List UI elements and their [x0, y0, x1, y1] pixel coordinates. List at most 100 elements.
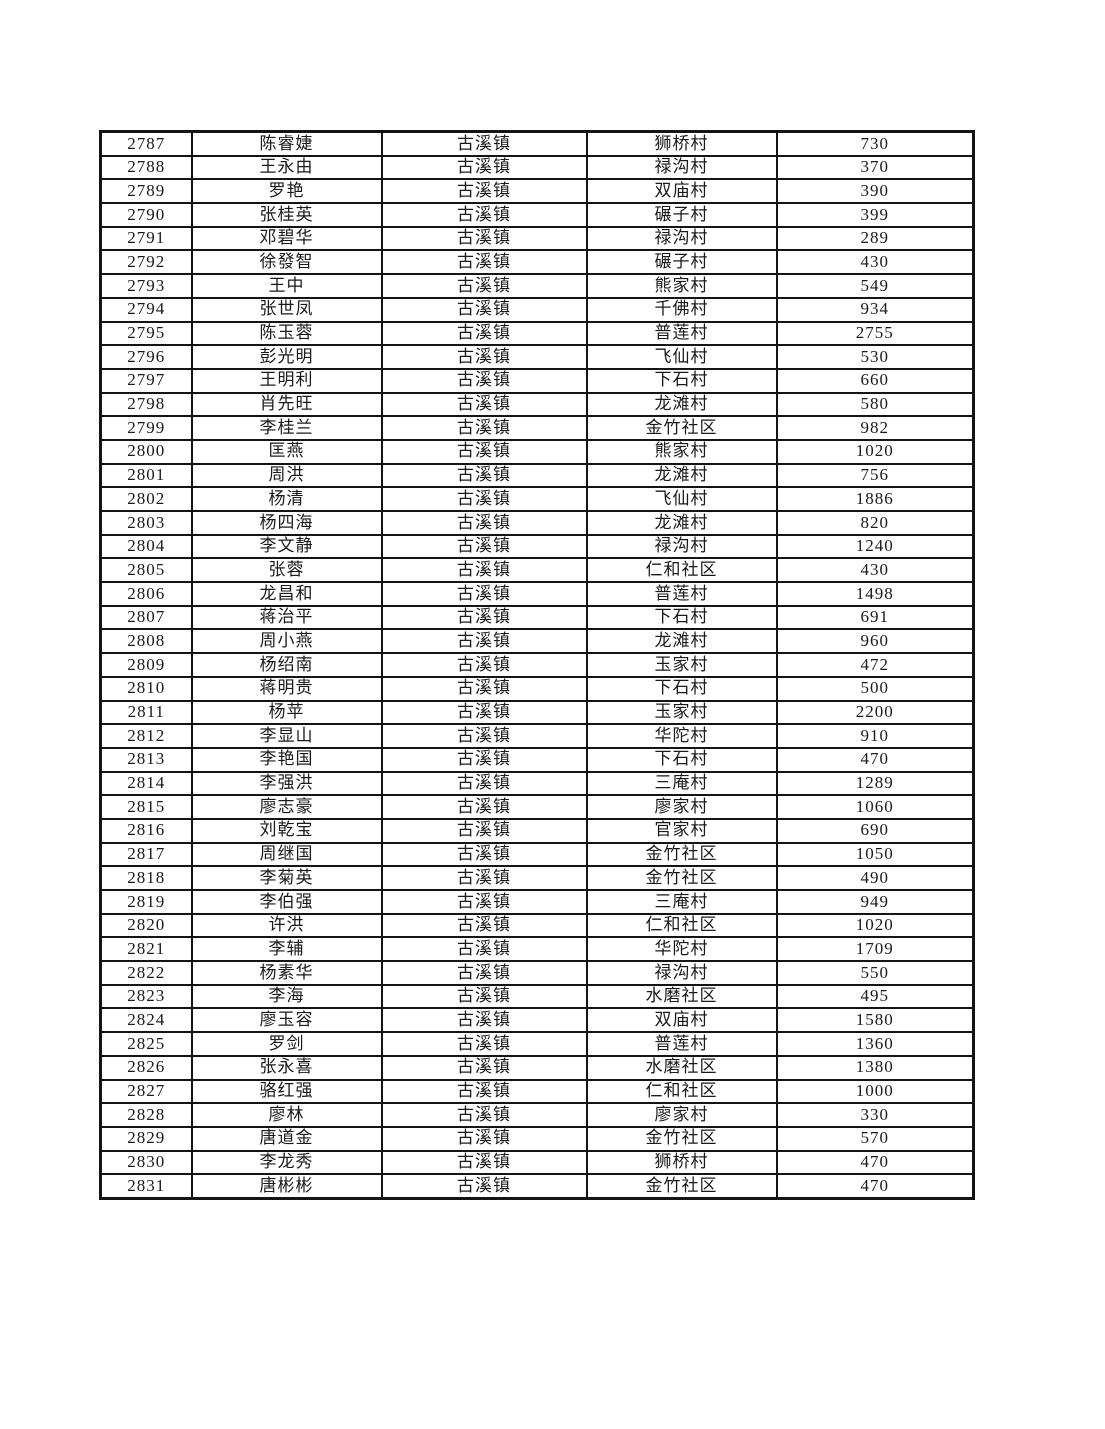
table-row: 2818 李菊英 古溪镇 金竹社区 490 — [99, 865, 975, 891]
table-row: 2814 李强洪 古溪镇 三庵村 1289 — [99, 770, 975, 797]
cell-town: 古溪镇 — [380, 581, 588, 607]
cell-name: 廖志豪 — [190, 794, 383, 820]
cell-village: 普莲村 — [585, 1031, 778, 1057]
beneficiary-table: 2787 陈睿婕 古溪镇 狮桥村 730 2788 王永由 古溪镇 禄沟村 370 2789 罗艳 古溪… — [99, 130, 975, 1200]
cell-name: 唐道金 — [190, 1125, 383, 1152]
cell-name: 杨素华 — [190, 960, 383, 986]
cell-town: 古溪镇 — [380, 225, 588, 252]
cell-town: 古溪镇 — [380, 628, 588, 655]
cell-name: 李龙秀 — [190, 1149, 383, 1176]
cell-name: 陈玉蓉 — [190, 320, 383, 347]
cell-name: 杨四海 — [190, 510, 383, 536]
cell-town: 古溪镇 — [380, 604, 588, 631]
cell-town: 古溪镇 — [380, 1125, 588, 1152]
cell-town: 古溪镇 — [380, 960, 588, 986]
cell-name: 李桂兰 — [190, 415, 383, 441]
cell-town: 古溪镇 — [380, 1054, 588, 1081]
cell-name: 李艳国 — [190, 746, 383, 773]
cell-serial: 2826 — [99, 1054, 193, 1081]
cell-village: 玉家村 — [585, 699, 778, 726]
cell-town: 古溪镇 — [380, 438, 588, 465]
cell-amount: 1580 — [775, 1007, 975, 1034]
cell-town: 古溪镇 — [380, 557, 588, 584]
cell-serial: 2805 — [99, 557, 193, 584]
cell-amount: 1360 — [775, 1031, 975, 1057]
cell-town: 古溪镇 — [380, 1007, 588, 1034]
table-row: 2813 李艳国 古溪镇 下石村 470 — [99, 746, 975, 773]
cell-name: 蒋明贵 — [190, 675, 383, 702]
cell-name: 李海 — [190, 983, 383, 1010]
cell-village: 水磨社区 — [585, 1054, 778, 1081]
cell-serial: 2828 — [99, 1102, 193, 1128]
cell-serial: 2821 — [99, 936, 193, 963]
table-row: 2805 张蓉 古溪镇 仁和社区 430 — [99, 557, 975, 584]
cell-village: 禄沟村 — [585, 533, 778, 560]
cell-village: 飞仙村 — [585, 344, 778, 370]
cell-name: 李强洪 — [190, 770, 383, 797]
cell-name: 肖先旺 — [190, 391, 383, 418]
cell-town: 古溪镇 — [380, 344, 588, 370]
cell-name: 罗艳 — [190, 178, 383, 205]
cell-village: 禄沟村 — [585, 154, 778, 181]
cell-amount: 1289 — [775, 770, 975, 797]
cell-village: 碾子村 — [585, 202, 778, 228]
cell-amount: 530 — [775, 344, 975, 370]
cell-name: 李文静 — [190, 533, 383, 560]
cell-amount: 1240 — [775, 533, 975, 560]
table-row: 2800 匡燕 古溪镇 熊家村 1020 — [99, 438, 975, 465]
cell-amount: 370 — [775, 154, 975, 181]
table-row: 2823 李海 古溪镇 水磨社区 495 — [99, 983, 975, 1010]
cell-amount: 1886 — [775, 486, 975, 512]
cell-village: 龙滩村 — [585, 628, 778, 655]
cell-serial: 2788 — [99, 154, 193, 181]
cell-serial: 2814 — [99, 770, 193, 797]
cell-amount: 1498 — [775, 581, 975, 607]
table-row: 2794 张世凤 古溪镇 千佛村 934 — [99, 296, 975, 323]
cell-town: 古溪镇 — [380, 1173, 588, 1200]
cell-name: 王中 — [190, 273, 383, 299]
cell-village: 华陀村 — [585, 936, 778, 963]
cell-name: 彭光明 — [190, 344, 383, 370]
cell-village: 仁和社区 — [585, 557, 778, 584]
cell-name: 许洪 — [190, 912, 383, 939]
cell-serial: 2813 — [99, 746, 193, 773]
table-body: 2787 陈睿婕 古溪镇 狮桥村 730 2788 王永由 古溪镇 禄沟村 370 2789 罗艳 古溪… — [99, 130, 975, 1200]
cell-amount: 495 — [775, 983, 975, 1010]
cell-name: 杨绍南 — [190, 652, 383, 678]
cell-name: 张蓉 — [190, 557, 383, 584]
cell-amount: 730 — [775, 130, 975, 157]
cell-serial: 2798 — [99, 391, 193, 418]
table-row: 2797 王明利 古溪镇 下石村 660 — [99, 367, 975, 394]
cell-serial: 2796 — [99, 344, 193, 370]
table-row: 2802 杨清 古溪镇 飞仙村 1886 — [99, 486, 975, 512]
cell-serial: 2793 — [99, 273, 193, 299]
cell-village: 三庵村 — [585, 770, 778, 797]
cell-town: 古溪镇 — [380, 154, 588, 181]
cell-amount: 550 — [775, 960, 975, 986]
cell-village: 金竹社区 — [585, 841, 778, 868]
cell-serial: 2815 — [99, 794, 193, 820]
cell-village: 碾子村 — [585, 249, 778, 276]
cell-town: 古溪镇 — [380, 1149, 588, 1176]
cell-village: 熊家村 — [585, 273, 778, 299]
cell-serial: 2790 — [99, 202, 193, 228]
cell-serial: 2807 — [99, 604, 193, 631]
cell-village: 金竹社区 — [585, 1125, 778, 1152]
cell-town: 古溪镇 — [380, 486, 588, 512]
cell-village: 狮桥村 — [585, 1149, 778, 1176]
cell-amount: 1709 — [775, 936, 975, 963]
cell-town: 古溪镇 — [380, 462, 588, 489]
table-row: 2795 陈玉蓉 古溪镇 普莲村 2755 — [99, 320, 975, 347]
cell-village: 仁和社区 — [585, 912, 778, 939]
cell-amount: 660 — [775, 367, 975, 394]
cell-amount: 472 — [775, 652, 975, 678]
cell-village: 禄沟村 — [585, 225, 778, 252]
cell-name: 张世凤 — [190, 296, 383, 323]
cell-amount: 691 — [775, 604, 975, 631]
cell-village: 官家村 — [585, 817, 778, 844]
table-row: 2787 陈睿婕 古溪镇 狮桥村 730 — [99, 130, 975, 157]
cell-village: 千佛村 — [585, 296, 778, 323]
table-row: 2811 杨苹 古溪镇 玉家村 2200 — [99, 699, 975, 726]
cell-name: 周继国 — [190, 841, 383, 868]
table-row: 2812 李显山 古溪镇 华陀村 910 — [99, 723, 975, 749]
